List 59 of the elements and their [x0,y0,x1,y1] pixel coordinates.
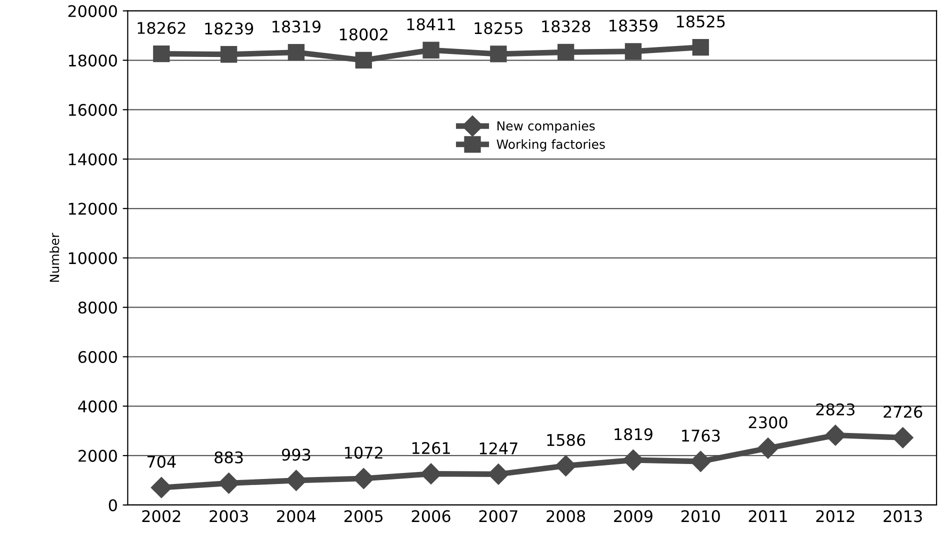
point [150,477,172,498]
legend-label: Working factories [496,139,605,152]
x-tick-label: 2002 [142,510,180,522]
y-tick-label: 4000 [78,400,117,412]
x-tick-label: 2013 [884,510,922,522]
data-label: 18255 [474,22,522,34]
x-tick-label: 2006 [412,510,450,522]
point [824,424,846,446]
data-label: 2300 [748,416,788,428]
y-tick-label: 0 [108,499,117,512]
legend-label: New companies [497,120,595,134]
point [355,52,372,69]
point [557,44,574,61]
data-label: 18239 [205,22,254,35]
data-label: 1819 [614,428,652,440]
data-label: 18002 [340,28,388,40]
y-tick-label: 6000 [78,350,117,364]
point [353,468,374,490]
x-tick-label: 2008 [546,510,586,522]
y-tick-label: 10000 [68,252,117,264]
data-label: 18525 [676,15,725,28]
y-tick-label: 20000 [68,5,117,18]
y-tick-label: 18000 [68,54,117,67]
point [758,438,779,459]
data-label: 1763 [682,430,720,442]
data-label: 1261 [412,442,450,454]
point [218,472,240,494]
data-label: 18262 [138,22,186,34]
x-tick-label: 2005 [344,510,383,522]
data-label: 18319 [272,20,320,33]
y-tick-label: 12000 [68,202,117,215]
point [153,45,170,62]
data-label: 18411 [407,18,455,30]
data-label: 1586 [547,434,586,446]
x-tick-label: 2007 [479,510,518,522]
x-tick-label: 2010 [681,510,720,522]
y-tick-label: 14000 [68,153,117,166]
data-label: 18328 [542,20,590,32]
x-tick-label: 2004 [277,510,316,522]
y-tick-label: 16000 [68,104,117,116]
data-label: 18359 [610,20,658,32]
x-tick-label: 2009 [614,510,652,522]
y-tick-label: 2000 [78,450,117,462]
data-label: 1247 [480,442,518,454]
x-tick-label: 2003 [210,510,248,522]
y-tick-label: 8000 [78,302,117,314]
point [692,38,709,56]
y-axis-title: Number [50,232,60,282]
data-label: 2823 [816,403,854,416]
point [624,43,642,60]
point [288,44,305,61]
point [555,455,576,476]
point [490,46,507,62]
x-tick-label: 2012 [816,510,854,522]
data-label: 704 [147,456,176,468]
x-tick-label: 2011 [748,510,787,522]
point [422,42,440,58]
point [220,46,238,63]
data-label: 2726 [884,406,922,418]
